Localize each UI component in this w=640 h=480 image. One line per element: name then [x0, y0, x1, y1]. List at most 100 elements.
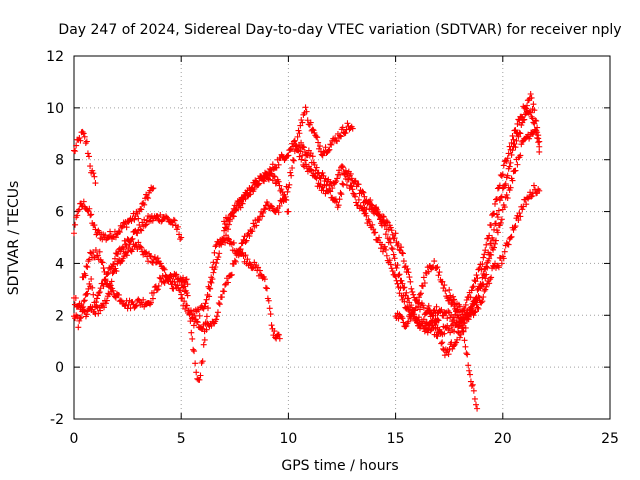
data-point-marker	[276, 182, 283, 189]
data-point-marker	[519, 206, 526, 213]
data-point-marker	[333, 178, 340, 185]
data-point-marker	[493, 211, 500, 218]
data-point-marker	[494, 229, 501, 236]
data-point-marker	[400, 284, 407, 291]
data-point-marker	[280, 198, 287, 205]
data-point-marker	[290, 157, 297, 164]
data-point-marker	[292, 143, 299, 150]
data-point-marker	[382, 231, 389, 238]
data-point-marker	[169, 221, 176, 228]
data-point-marker	[527, 90, 534, 97]
data-point-marker	[103, 297, 110, 304]
data-point-marker	[310, 127, 317, 134]
data-point-marker	[149, 295, 156, 302]
data-point-marker	[457, 314, 464, 321]
data-point-marker	[500, 162, 507, 169]
data-point-marker	[265, 176, 272, 183]
data-point-marker	[158, 218, 165, 225]
data-point-marker	[523, 102, 530, 109]
data-point-marker	[103, 281, 110, 288]
data-marks	[71, 90, 543, 412]
data-point-marker	[149, 185, 156, 192]
data-point-marker	[493, 195, 500, 202]
data-point-marker	[121, 302, 128, 309]
data-point-marker	[294, 133, 301, 140]
data-point-marker	[87, 163, 94, 170]
data-point-marker	[498, 260, 505, 267]
data-point-marker	[84, 150, 91, 157]
data-point-marker	[194, 319, 201, 326]
data-point-marker	[467, 378, 474, 385]
data-point-marker	[213, 316, 220, 323]
data-point-marker	[433, 319, 440, 326]
data-point-marker	[480, 294, 487, 301]
data-point-marker	[125, 218, 132, 225]
data-point-marker	[347, 182, 354, 189]
data-point-marker	[215, 254, 222, 261]
data-point-marker	[155, 282, 162, 289]
data-point-marker	[395, 272, 402, 279]
data-point-marker	[302, 104, 309, 111]
data-point-marker	[187, 307, 194, 314]
data-point-marker	[76, 206, 83, 213]
data-point-marker	[536, 138, 543, 145]
data-point-marker	[536, 143, 543, 150]
data-point-marker	[221, 288, 228, 295]
data-point-marker	[197, 372, 204, 379]
data-point-marker	[322, 144, 329, 151]
data-point-marker	[466, 367, 473, 374]
data-point-marker	[261, 178, 268, 185]
data-point-marker	[296, 153, 303, 160]
data-point-marker	[339, 124, 346, 131]
data-point-marker	[483, 263, 490, 270]
data-point-marker	[467, 294, 474, 301]
data-point-marker	[323, 181, 330, 188]
data-point-marker	[137, 226, 144, 233]
data-point-marker	[120, 246, 127, 253]
data-point-marker	[415, 314, 422, 321]
data-point-marker	[495, 264, 502, 271]
data-point-marker	[193, 318, 200, 325]
data-point-marker	[163, 214, 170, 221]
data-point-marker	[466, 311, 473, 318]
data-point-marker	[408, 302, 415, 309]
data-point-marker	[228, 271, 235, 278]
data-point-marker	[92, 226, 99, 233]
data-point-marker	[296, 130, 303, 137]
data-point-marker	[420, 274, 427, 281]
data-point-marker	[196, 312, 203, 319]
data-point-marker	[307, 166, 314, 173]
data-point-marker	[389, 246, 396, 253]
data-point-marker	[101, 304, 108, 311]
data-point-marker	[413, 304, 420, 311]
data-point-marker	[512, 144, 519, 151]
data-point-marker	[307, 119, 314, 126]
data-point-marker	[453, 339, 460, 346]
data-point-marker	[400, 258, 407, 265]
data-point-marker	[129, 235, 136, 242]
data-point-marker	[427, 327, 434, 334]
data-point-marker	[210, 259, 217, 266]
data-point-marker	[395, 240, 402, 247]
data-point-marker	[174, 223, 181, 230]
data-point-marker	[528, 193, 535, 200]
data-point-marker	[479, 274, 486, 281]
data-point-marker	[297, 122, 304, 129]
data-point-marker	[278, 186, 285, 193]
data-point-marker	[77, 137, 84, 144]
data-point-marker	[336, 167, 343, 174]
data-point-marker	[300, 143, 307, 150]
data-point-marker	[110, 268, 117, 275]
data-point-marker	[132, 303, 139, 310]
data-point-marker	[386, 257, 393, 264]
data-point-marker	[269, 177, 276, 184]
data-point-marker	[360, 189, 367, 196]
data-point-marker	[127, 305, 134, 312]
data-point-marker	[474, 286, 481, 293]
data-point-marker	[196, 376, 203, 383]
data-point-marker	[112, 234, 119, 241]
data-point-marker	[326, 146, 333, 153]
data-point-marker	[439, 278, 446, 285]
data-point-marker	[109, 233, 116, 240]
data-point-marker	[468, 382, 475, 389]
